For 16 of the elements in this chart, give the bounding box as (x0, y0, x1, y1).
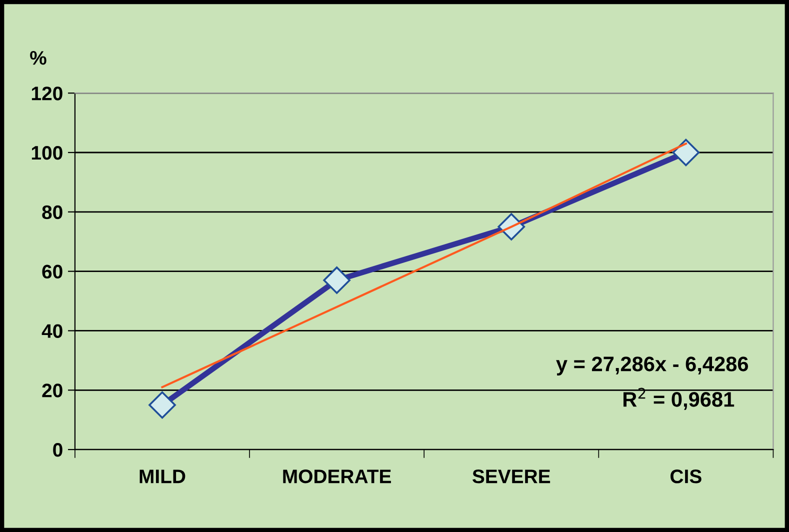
y-tick-label: 100 (32, 146, 62, 160)
x-tick-label: MILD (140, 470, 186, 484)
annotation: y = 27,286x - 6,4286 (556, 356, 748, 376)
y-tick-label: 80 (42, 205, 62, 220)
y-tick-label: 40 (42, 324, 62, 338)
x-tick-label: CIS (670, 470, 702, 484)
x-tick-label: SEVERE (472, 470, 550, 484)
point (672, 138, 700, 166)
y-tick-label: 0 (53, 443, 62, 457)
y-tick-label: 120 (32, 86, 62, 100)
x-tick-label: MODERATE (283, 470, 391, 484)
y-tick-label: 20 (42, 384, 62, 398)
point (148, 391, 176, 419)
y-tick-label: 60 (42, 264, 62, 279)
point (323, 266, 350, 294)
y-axis-title: % (30, 51, 46, 65)
